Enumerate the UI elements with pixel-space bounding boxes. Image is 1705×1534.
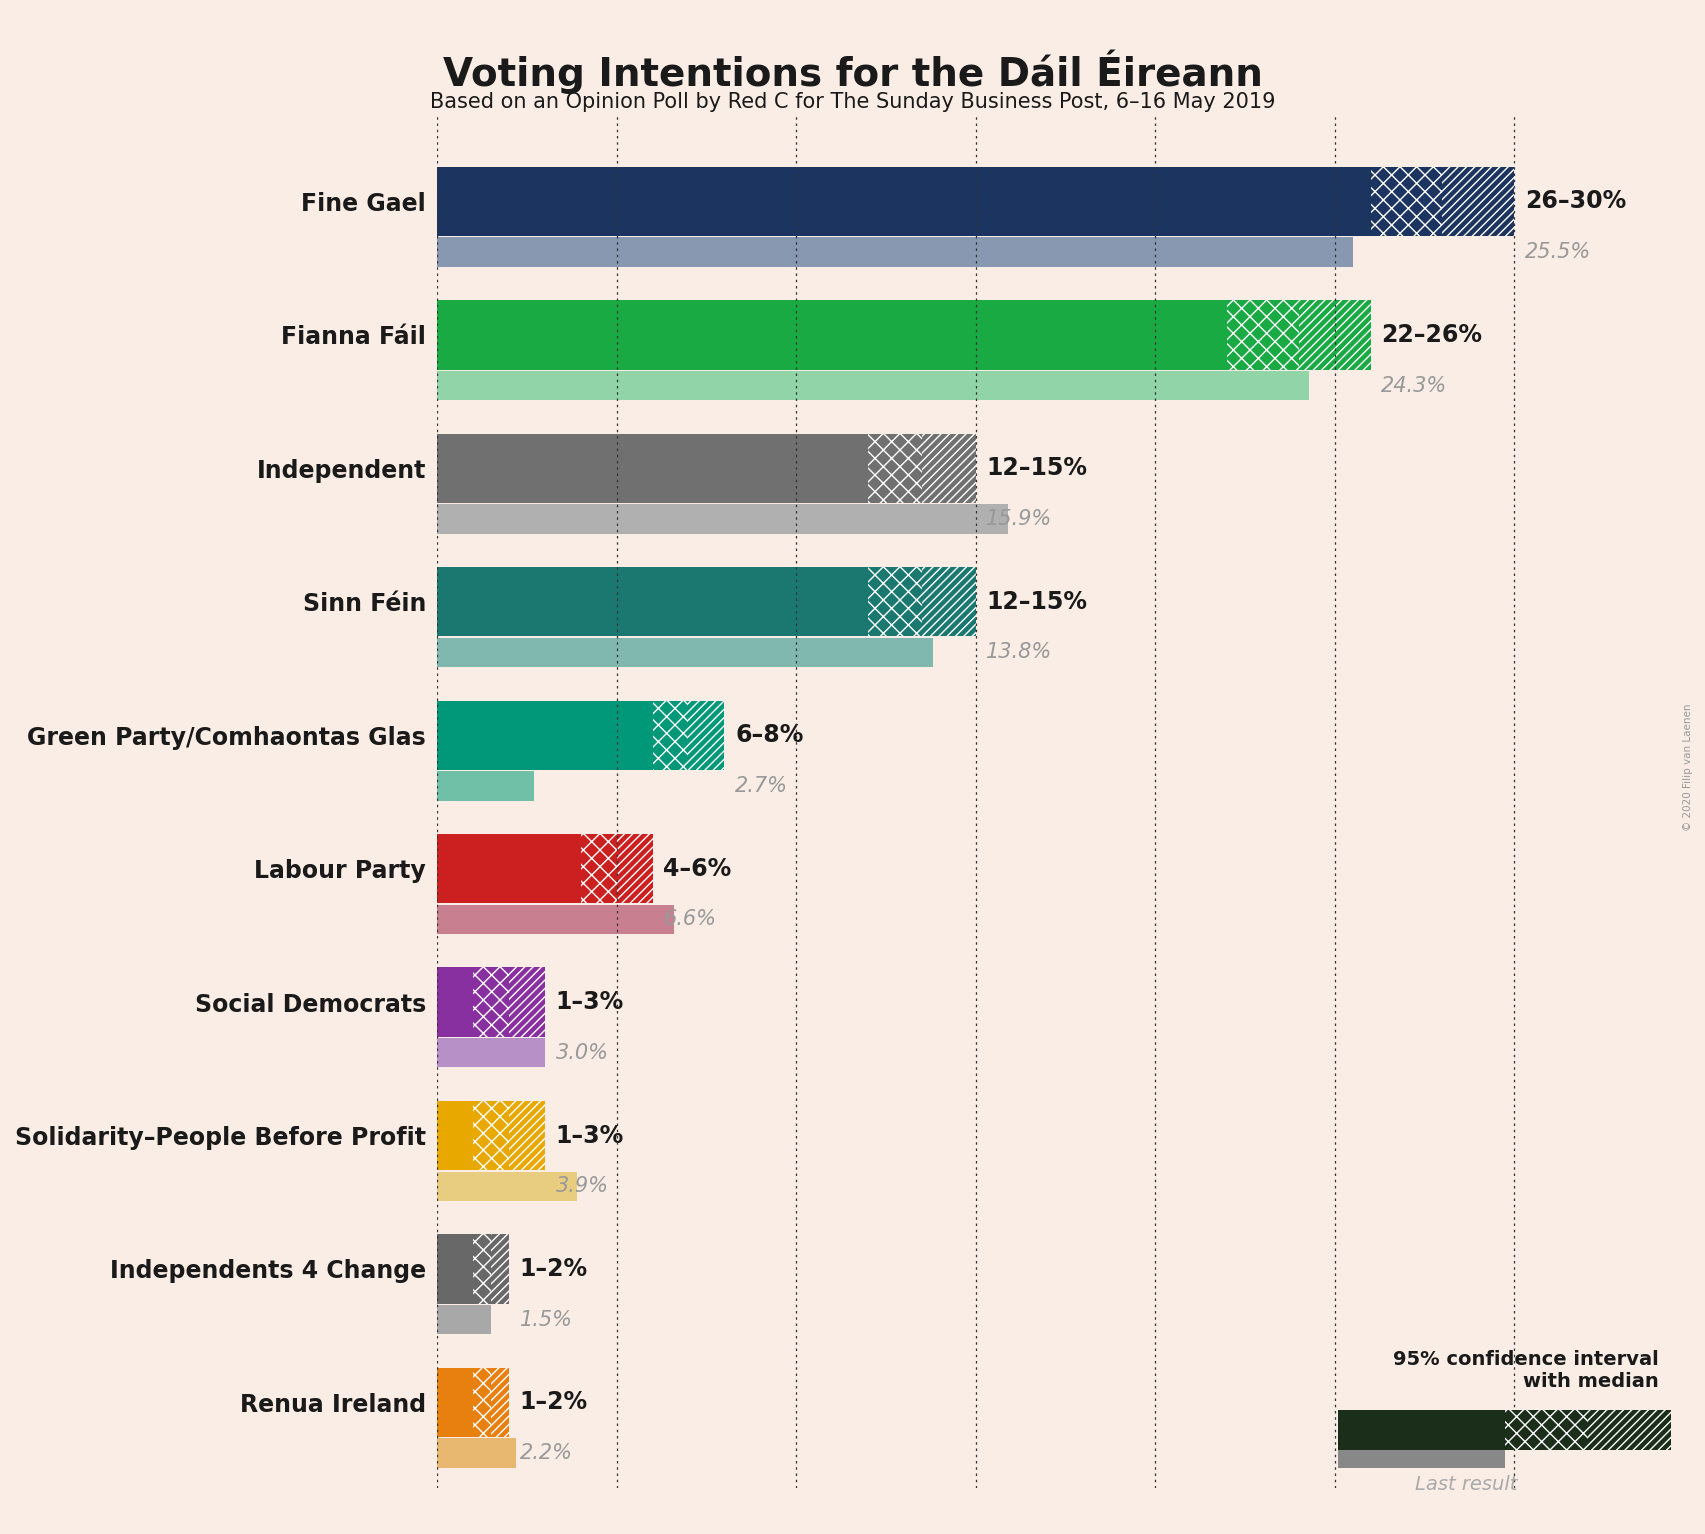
- Text: 6.6%: 6.6%: [663, 910, 716, 930]
- Bar: [491, 1368, 508, 1437]
- Bar: [436, 301, 1228, 370]
- Bar: [617, 834, 653, 904]
- Text: 2.7%: 2.7%: [735, 776, 788, 796]
- Bar: [436, 701, 653, 770]
- Bar: [436, 1368, 472, 1437]
- Text: 12–15%: 12–15%: [987, 456, 1088, 480]
- Text: 2.2%: 2.2%: [520, 1443, 573, 1463]
- Text: 95% confidence interval
with median: 95% confidence interval with median: [1393, 1350, 1659, 1391]
- Text: 24.3%: 24.3%: [1381, 376, 1448, 396]
- Bar: [1299, 301, 1371, 370]
- Bar: [472, 1235, 491, 1304]
- Bar: [436, 1439, 517, 1468]
- Bar: [1587, 1410, 1671, 1450]
- Text: 15.9%: 15.9%: [987, 509, 1052, 529]
- Text: 25.5%: 25.5%: [1524, 242, 1591, 262]
- Text: 1–3%: 1–3%: [556, 989, 624, 1014]
- Bar: [1338, 1450, 1504, 1468]
- Text: 1.5%: 1.5%: [520, 1310, 573, 1330]
- Bar: [868, 434, 922, 503]
- Text: Based on an Opinion Poll by Red C for The Sunday Business Post, 6–16 May 2019: Based on an Opinion Poll by Red C for Th…: [430, 92, 1275, 112]
- Bar: [922, 434, 975, 503]
- Bar: [436, 1039, 546, 1068]
- Bar: [436, 968, 472, 1037]
- Text: 12–15%: 12–15%: [987, 589, 1088, 614]
- Bar: [472, 1368, 491, 1437]
- Bar: [436, 434, 868, 503]
- Text: 3.9%: 3.9%: [556, 1177, 609, 1197]
- Bar: [436, 1235, 472, 1304]
- Bar: [689, 701, 725, 770]
- Bar: [922, 568, 975, 637]
- Text: 1–2%: 1–2%: [520, 1390, 588, 1414]
- Bar: [436, 505, 1008, 534]
- Bar: [508, 1101, 546, 1170]
- Bar: [436, 638, 933, 667]
- Bar: [653, 701, 689, 770]
- Bar: [436, 772, 534, 801]
- Bar: [472, 968, 508, 1037]
- Text: 4–6%: 4–6%: [663, 856, 731, 881]
- Bar: [581, 834, 617, 904]
- Bar: [436, 905, 673, 934]
- Bar: [436, 371, 1309, 400]
- Bar: [436, 1305, 491, 1335]
- Bar: [491, 1235, 508, 1304]
- Bar: [1228, 301, 1299, 370]
- Bar: [1338, 1410, 1504, 1450]
- Bar: [1371, 167, 1442, 236]
- Bar: [436, 167, 1371, 236]
- Text: Last result: Last result: [1415, 1476, 1517, 1494]
- Text: 22–26%: 22–26%: [1381, 322, 1482, 347]
- Text: 26–30%: 26–30%: [1524, 189, 1627, 213]
- Bar: [868, 568, 922, 637]
- Bar: [472, 1101, 508, 1170]
- Bar: [436, 1172, 576, 1201]
- Text: © 2020 Filip van Laenen: © 2020 Filip van Laenen: [1683, 703, 1693, 831]
- Bar: [436, 1101, 472, 1170]
- Text: 1–2%: 1–2%: [520, 1256, 588, 1281]
- Bar: [436, 238, 1352, 267]
- Bar: [508, 968, 546, 1037]
- Text: 13.8%: 13.8%: [987, 643, 1052, 663]
- Text: 1–3%: 1–3%: [556, 1123, 624, 1147]
- Text: 6–8%: 6–8%: [735, 723, 803, 747]
- Bar: [1504, 1410, 1587, 1450]
- Text: 3.0%: 3.0%: [556, 1043, 609, 1063]
- Bar: [436, 568, 868, 637]
- Text: Voting Intentions for the Dáil Éireann: Voting Intentions for the Dáil Éireann: [443, 49, 1262, 94]
- Bar: [1442, 167, 1514, 236]
- Bar: [436, 834, 581, 904]
